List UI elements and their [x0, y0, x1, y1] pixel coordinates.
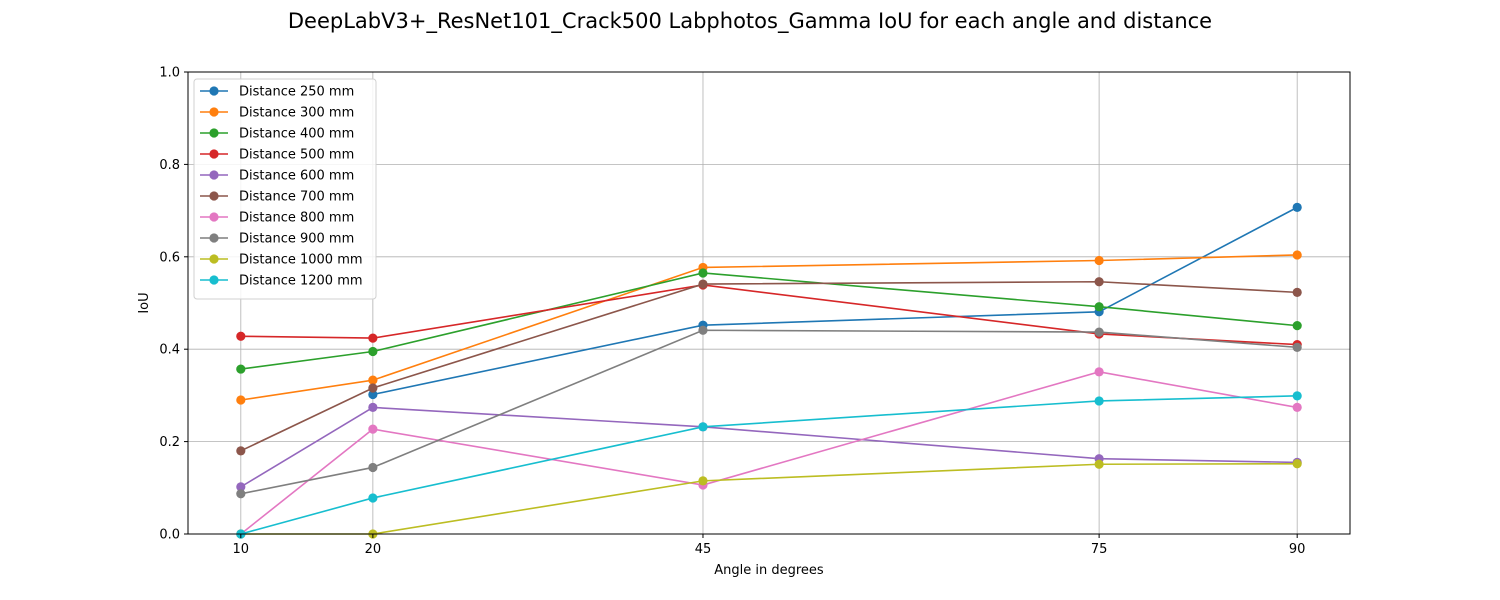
legend-label: Distance 1200 mm: [239, 274, 363, 289]
data-point: [1094, 367, 1104, 377]
legend-item: Distance 700 mm: [200, 190, 354, 205]
legend-label: Distance 700 mm: [239, 190, 354, 205]
series-10: [236, 391, 1302, 539]
x-tick-label: 90: [1289, 542, 1306, 557]
series-8: [236, 325, 1302, 499]
legend-label: Distance 600 mm: [239, 169, 354, 184]
legend-marker: [209, 128, 219, 138]
legend-item: Distance 900 mm: [200, 232, 354, 247]
y-axis-label: IoU: [137, 292, 152, 313]
legend-label: Distance 1000 mm: [239, 253, 363, 268]
data-point: [1094, 255, 1104, 266]
legend-item: Distance 800 mm: [200, 211, 354, 226]
y-tick-label: 0.2: [159, 435, 180, 450]
data-point: [236, 482, 246, 492]
legend-marker: [209, 275, 219, 285]
y-tick-label: 0.8: [159, 158, 180, 173]
data-point: [368, 424, 378, 434]
data-point: [1292, 402, 1302, 413]
data-point: [1094, 396, 1104, 406]
legend-label: Distance 500 mm: [239, 148, 354, 163]
chart-title: DeepLabV3+_ResNet101_Crack500 Labphotos_…: [288, 9, 1212, 34]
data-point: [236, 489, 246, 499]
legend-label: Distance 400 mm: [239, 127, 354, 142]
data-point: [698, 325, 708, 335]
legend-label: Distance 900 mm: [239, 232, 354, 247]
data-point: [236, 331, 246, 341]
x-axis-label: Angle in degrees: [714, 563, 824, 578]
legend-marker: [209, 107, 219, 117]
legend-marker: [209, 233, 219, 243]
legend-item: Distance 400 mm: [200, 127, 354, 142]
data-point: [1094, 327, 1104, 337]
data-point: [368, 375, 378, 385]
data-point: [698, 279, 708, 289]
x-tick-label: 20: [365, 542, 382, 557]
data-point: [698, 268, 708, 278]
series-6: [236, 277, 1302, 456]
x-tick-label: 10: [233, 542, 250, 557]
data-point: [1292, 321, 1302, 331]
data-point: [368, 402, 378, 413]
series-3: [236, 268, 1302, 374]
legend-item: Distance 250 mm: [200, 85, 354, 100]
legend-label: Distance 800 mm: [239, 211, 354, 226]
legend-item: Distance 300 mm: [200, 106, 354, 121]
data-point: [1094, 277, 1104, 287]
plot-frame: [187, 71, 1351, 535]
data-point: [368, 346, 378, 357]
legend-item: Distance 1200 mm: [200, 274, 363, 289]
y-tick-label: 0.0: [159, 528, 180, 543]
data-point: [1292, 459, 1302, 469]
data-point: [1292, 287, 1302, 297]
series-2: [236, 250, 1302, 405]
series-line: [372, 206, 1298, 396]
series-layer: [236, 202, 1302, 539]
legend-item: Distance 1000 mm: [200, 253, 363, 268]
legend-marker: [209, 149, 219, 159]
data-point: [236, 395, 246, 405]
legend-marker: [209, 212, 219, 222]
y-tick-label: 0.4: [159, 343, 180, 358]
data-point: [368, 462, 378, 473]
data-point: [1094, 459, 1104, 469]
data-point: [368, 389, 378, 400]
data-point: [236, 446, 246, 456]
x-tick-label: 75: [1091, 542, 1108, 557]
legend-label: Distance 300 mm: [239, 106, 354, 121]
data-point: [236, 364, 246, 374]
x-tick-label: 45: [695, 542, 712, 557]
data-point: [698, 422, 708, 432]
legend-item: Distance 600 mm: [200, 169, 354, 184]
legend-item: Distance 500 mm: [200, 148, 354, 163]
legend-marker: [209, 254, 219, 264]
legend-marker: [209, 191, 219, 201]
axis-ticks: 10 20 45 75 90 0.0 0.2 0.4 0.6 0.8 1.0: [159, 66, 1305, 558]
data-point: [1094, 302, 1104, 312]
y-tick-label: 1.0: [159, 66, 180, 81]
data-point: [368, 383, 378, 393]
data-point: [698, 476, 708, 486]
data-point: [1292, 250, 1302, 260]
legend-box: [193, 78, 377, 300]
legend-marker: [209, 86, 219, 96]
legend-label: Distance 250 mm: [239, 85, 354, 100]
legend-marker: [209, 170, 219, 180]
data-point: [1292, 342, 1302, 352]
y-tick-label: 0.6: [159, 250, 180, 265]
data-point: [1292, 202, 1302, 212]
data-point: [368, 493, 378, 503]
data-point: [1292, 391, 1302, 401]
legend: Distance 250 mm Distance 300 mm Distance 4…: [193, 78, 377, 300]
data-point: [368, 333, 378, 343]
